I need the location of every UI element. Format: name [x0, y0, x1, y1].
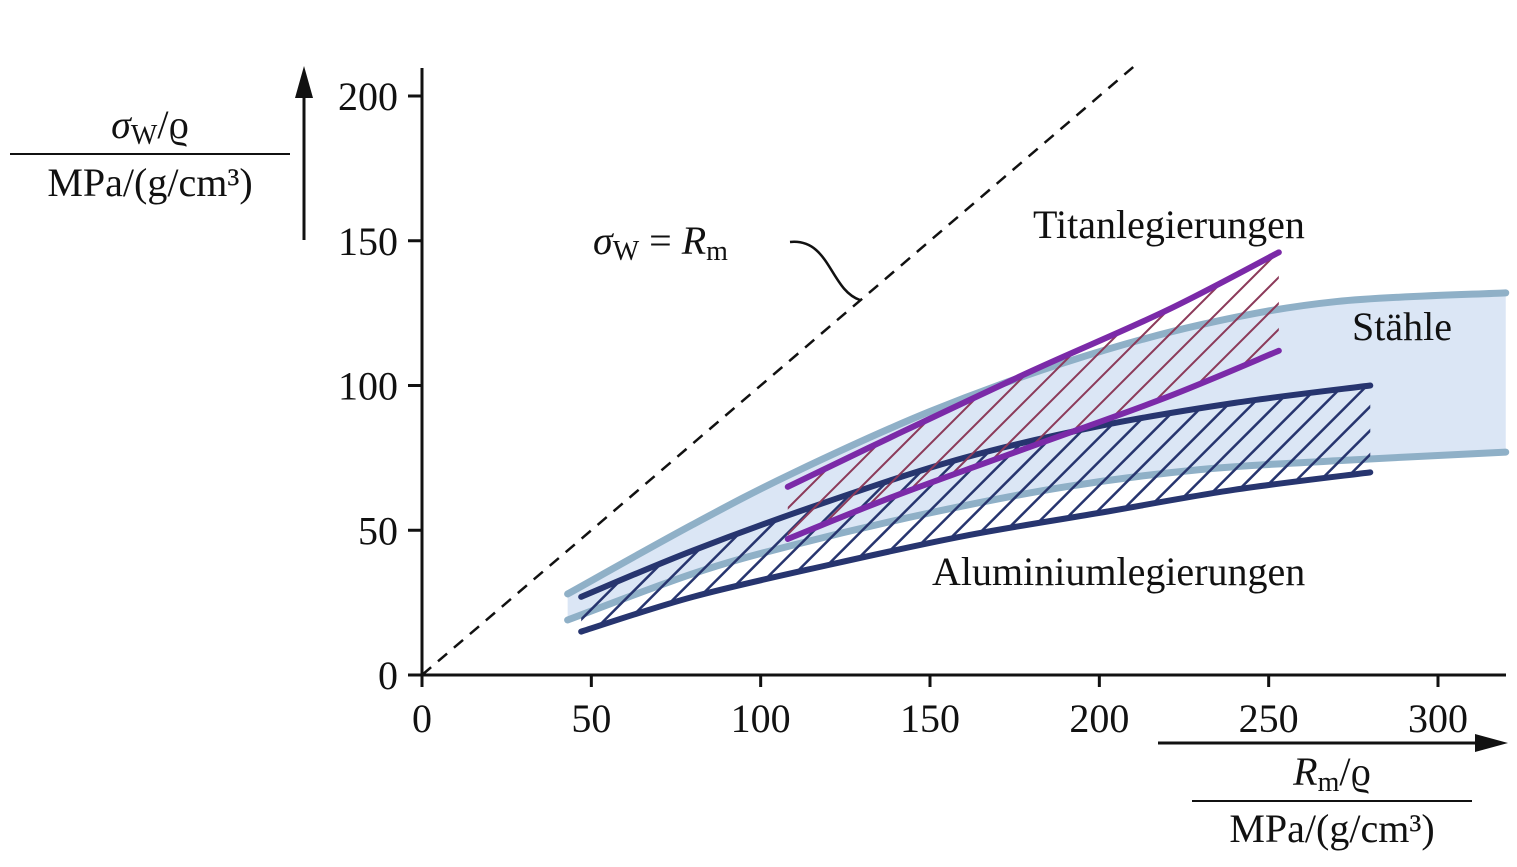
- x-label-denominator: MPa/(g/cm³): [1229, 806, 1434, 851]
- y-axis-label: σW/ϱ MPa/(g/cm³): [10, 66, 313, 240]
- x-label-numerator: Rm/ϱ: [1292, 749, 1371, 798]
- aluminium-upper-line: [578, 382, 1374, 600]
- steel-band-fill: [567, 292, 1506, 620]
- titanium-label: Titanlegierungen: [1033, 202, 1305, 247]
- hatch-line: [461, 242, 768, 549]
- x-tick-label: 200: [1069, 696, 1129, 741]
- y-tick-label: 50: [358, 508, 398, 553]
- y-tick-label: 150: [338, 219, 398, 264]
- y-ticks: 0 50 100 150 200: [338, 74, 422, 698]
- y-tick-label: 0: [378, 653, 398, 698]
- y-label-numerator: σW/ϱ: [111, 102, 189, 151]
- x-tick-label: 100: [731, 696, 791, 741]
- steel-label: Stähle: [1352, 304, 1452, 349]
- x-tick-label: 50: [571, 696, 611, 741]
- axes: 0 50 100 150 200 250 300 0 50 100 150 200: [338, 68, 1506, 741]
- x-label-arrow-head: [1475, 734, 1508, 752]
- x-ticks: 0 50 100 150 200 250 300: [412, 675, 1468, 741]
- x-tick-label: 0: [412, 696, 432, 741]
- y-label-arrow-head: [295, 66, 313, 98]
- hatch-line: [295, 376, 561, 642]
- x-axis-label: Rm/ϱ MPa/(g/cm³): [1158, 734, 1508, 851]
- x-tick-label: 300: [1408, 696, 1468, 741]
- x-tick-label: 250: [1239, 696, 1299, 741]
- reference-leader: [789, 240, 861, 302]
- titanium-lower-line: [784, 347, 1282, 542]
- reference-line: [421, 66, 1135, 676]
- y-tick-label: 200: [338, 74, 398, 119]
- y-tick-label: 100: [338, 364, 398, 409]
- aluminium-label: Aluminiumlegierungen: [932, 549, 1305, 594]
- aluminium-lower-line: [578, 469, 1374, 635]
- reference-label: σW = Rm: [593, 218, 728, 267]
- y-label-denominator: MPa/(g/cm³): [47, 160, 252, 205]
- x-tick-label: 150: [900, 696, 960, 741]
- titanium-upper-line: [784, 249, 1282, 490]
- steel-lower-line: [564, 448, 1510, 624]
- hatch-line: [581, 385, 683, 632]
